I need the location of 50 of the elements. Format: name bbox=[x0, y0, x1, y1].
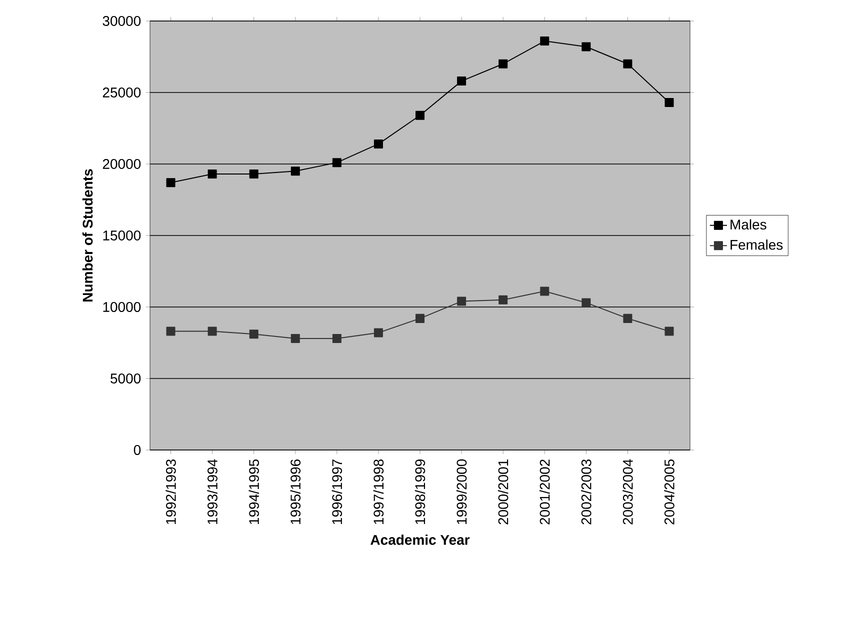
y-tick-label: 0 bbox=[134, 445, 141, 455]
point bbox=[498, 59, 508, 68]
point bbox=[623, 314, 632, 323]
point bbox=[540, 286, 550, 296]
x-tick-label: 2004/2005 bbox=[664, 459, 674, 524]
x-tick-label: 1994/1995 bbox=[248, 459, 259, 524]
x-tick-label: 1999/2000 bbox=[456, 459, 467, 524]
point bbox=[374, 139, 383, 148]
point bbox=[416, 110, 425, 120]
x-tick-label: 1997/1998 bbox=[373, 459, 384, 524]
point bbox=[664, 326, 674, 336]
y-tick-label: 25000 bbox=[102, 88, 141, 98]
x-axis-title: Academic Year bbox=[370, 534, 470, 545]
y-tick-label: 10000 bbox=[103, 302, 141, 312]
point bbox=[457, 296, 466, 306]
y-tick-label: 30000 bbox=[102, 16, 141, 26]
point bbox=[290, 166, 300, 176]
point bbox=[582, 298, 591, 308]
point bbox=[332, 158, 342, 168]
x-tick-label: 1996/1997 bbox=[332, 460, 342, 524]
legend-label: Females bbox=[730, 239, 783, 250]
point bbox=[416, 314, 425, 323]
x-tick-label: 1992/1993 bbox=[166, 459, 176, 524]
y-tick-label: 20000 bbox=[102, 159, 141, 169]
x-tick-label: 1995/1996 bbox=[290, 459, 301, 524]
point bbox=[540, 36, 550, 46]
point bbox=[374, 328, 383, 338]
point bbox=[249, 330, 258, 339]
point bbox=[249, 170, 258, 179]
point bbox=[498, 295, 508, 304]
point bbox=[623, 59, 632, 68]
x-tick-label: 1998/1999 bbox=[414, 460, 426, 524]
y-tick-label: 15000 bbox=[103, 230, 141, 240]
point bbox=[664, 98, 674, 108]
point bbox=[208, 326, 217, 336]
x-tick-label: 1993/1994 bbox=[207, 459, 218, 524]
point bbox=[332, 334, 342, 343]
legend-label: Males bbox=[730, 219, 766, 230]
y-tick-label: 5000 bbox=[110, 374, 141, 384]
point bbox=[582, 42, 591, 52]
point bbox=[166, 178, 176, 188]
y-axis-title: Number of Students bbox=[82, 169, 93, 302]
x-tick-label: 2003/2004 bbox=[622, 459, 633, 524]
x-tick-label: 2002/2003 bbox=[581, 459, 592, 524]
x-tick-label: 2000/2001 bbox=[498, 460, 508, 524]
point bbox=[457, 76, 466, 86]
point bbox=[208, 170, 217, 179]
point bbox=[290, 334, 300, 343]
x-tick-label: 2001/2002 bbox=[539, 460, 550, 524]
point bbox=[166, 326, 176, 336]
